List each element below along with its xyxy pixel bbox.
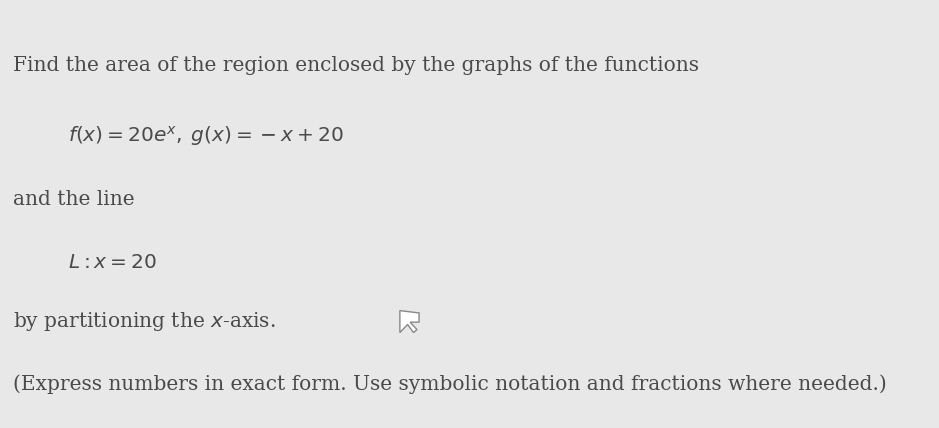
Text: Find the area of the region enclosed by the graphs of the functions: Find the area of the region enclosed by …	[13, 56, 700, 74]
Text: $L: x = 20$: $L: x = 20$	[68, 253, 157, 272]
Text: (Express numbers in exact form. Use symbolic notation and fractions where needed: (Express numbers in exact form. Use symb…	[13, 374, 887, 394]
Text: $f(x) = 20e^{x},\; g(x) = -x + 20$: $f(x) = 20e^{x},\; g(x) = -x + 20$	[68, 125, 344, 149]
Polygon shape	[400, 311, 419, 333]
Text: and the line: and the line	[13, 190, 135, 209]
Text: by partitioning the $x$-axis.: by partitioning the $x$-axis.	[13, 309, 276, 333]
